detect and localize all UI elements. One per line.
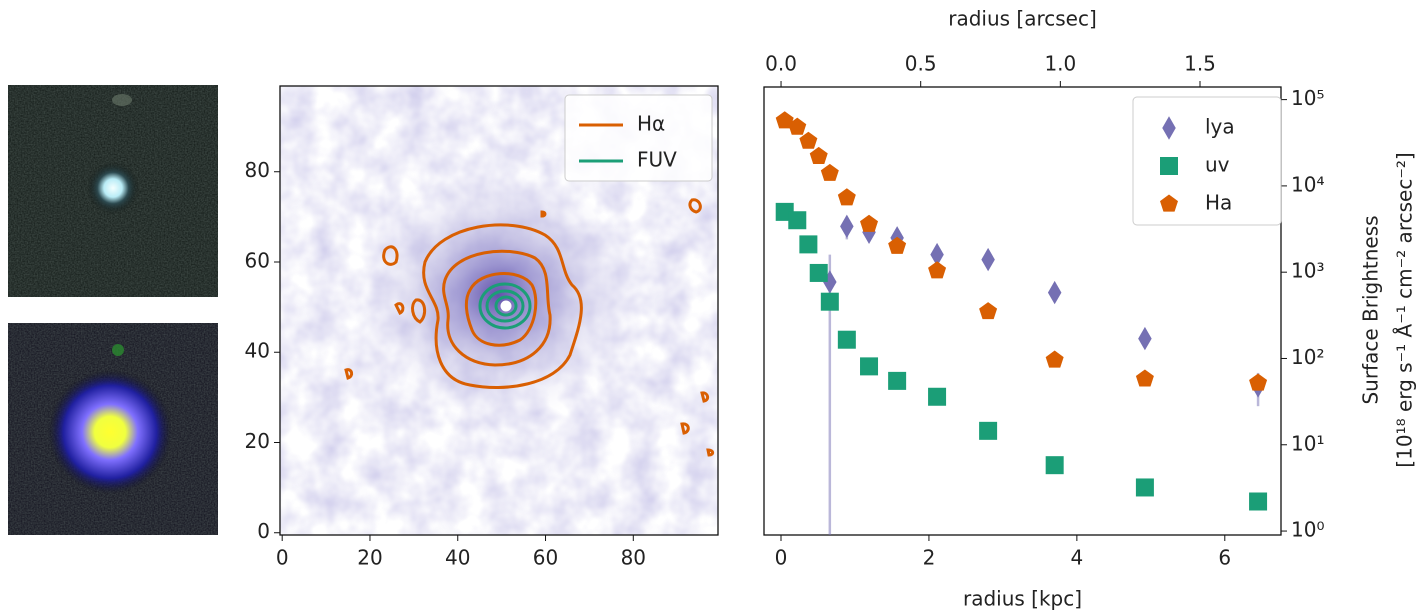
legend-key	[1162, 116, 1176, 140]
x-tick-label: 6	[1218, 546, 1231, 570]
marker	[1249, 492, 1268, 511]
marker	[860, 214, 879, 232]
thumbnail-color	[8, 323, 218, 535]
marker	[809, 263, 828, 282]
marker	[837, 330, 856, 349]
y-axis-label: [10¹⁸ erg s⁻¹ Å⁻¹ cm⁻² arcsec⁻²]	[1393, 152, 1417, 467]
plot-frame	[763, 86, 1282, 536]
halpha-contours	[344, 198, 715, 457]
x-tick-label: 2	[923, 546, 936, 570]
x-tick-label: 4	[1070, 546, 1083, 570]
marker	[928, 387, 947, 406]
y-tick-label: 0	[257, 519, 270, 543]
x-tick-label: 40	[445, 546, 470, 570]
marker	[1249, 373, 1268, 391]
marker	[1138, 326, 1152, 351]
marker	[840, 214, 854, 239]
legend-label: uv	[1205, 153, 1230, 177]
y-tick-label: 60	[245, 248, 270, 272]
legend-label: lya	[1205, 115, 1235, 139]
marker	[837, 188, 856, 206]
marker	[979, 421, 998, 440]
thumbnail-optical	[8, 85, 218, 297]
marker	[809, 146, 828, 164]
legend-label: FUV	[637, 148, 677, 172]
marker	[820, 163, 839, 181]
marker	[820, 292, 839, 311]
marker	[930, 242, 944, 267]
x2-tick-label: 0.0	[765, 52, 797, 76]
marker	[979, 302, 998, 320]
fuv-contours	[478, 282, 532, 330]
x2-tick-label: 0.5	[905, 52, 937, 76]
marker	[799, 131, 818, 149]
x-tick-label: 20	[357, 546, 382, 570]
marker	[1135, 369, 1154, 387]
y-tick-label: 10³	[1291, 259, 1324, 283]
marker	[888, 236, 907, 254]
marker	[860, 357, 879, 376]
x-axis-label: radius [kpc]	[963, 587, 1082, 611]
marker	[788, 211, 807, 230]
marker	[788, 117, 807, 135]
marker	[1135, 478, 1154, 497]
marker	[1045, 350, 1064, 368]
marker	[1045, 456, 1064, 475]
y-tick-label: 10⁵	[1291, 86, 1324, 110]
y-tick-label: 20	[245, 429, 270, 453]
marker	[799, 235, 818, 254]
image-map	[280, 86, 718, 535]
marker	[981, 247, 995, 272]
y-axis-label: Surface Brightness	[1359, 215, 1383, 404]
marker	[1047, 280, 1062, 305]
x-tick-label: 80	[621, 546, 646, 570]
legend-key	[1160, 194, 1178, 212]
marker	[888, 371, 907, 390]
x2-tick-label: 1.5	[1184, 52, 1216, 76]
legend-label: Hα	[637, 112, 665, 136]
y-tick-label: 40	[245, 339, 270, 363]
x-tick-label: 0	[276, 546, 289, 570]
x2-axis-label: radius [arcsec]	[948, 7, 1097, 31]
image-frame	[279, 85, 719, 536]
y-tick-label: 80	[245, 158, 270, 182]
y-tick-label: 10²	[1291, 345, 1324, 369]
legend-key	[1160, 157, 1178, 175]
x-tick-label: 0	[775, 546, 788, 570]
y-tick-label: 10⁰	[1291, 518, 1324, 542]
x-tick-label: 60	[533, 546, 558, 570]
y-tick-label: 10⁴	[1291, 172, 1324, 196]
y-tick-label: 10¹	[1291, 431, 1324, 455]
x2-tick-label: 1.0	[1044, 52, 1076, 76]
marker	[928, 261, 947, 279]
legend-label: Ha	[1205, 191, 1232, 215]
